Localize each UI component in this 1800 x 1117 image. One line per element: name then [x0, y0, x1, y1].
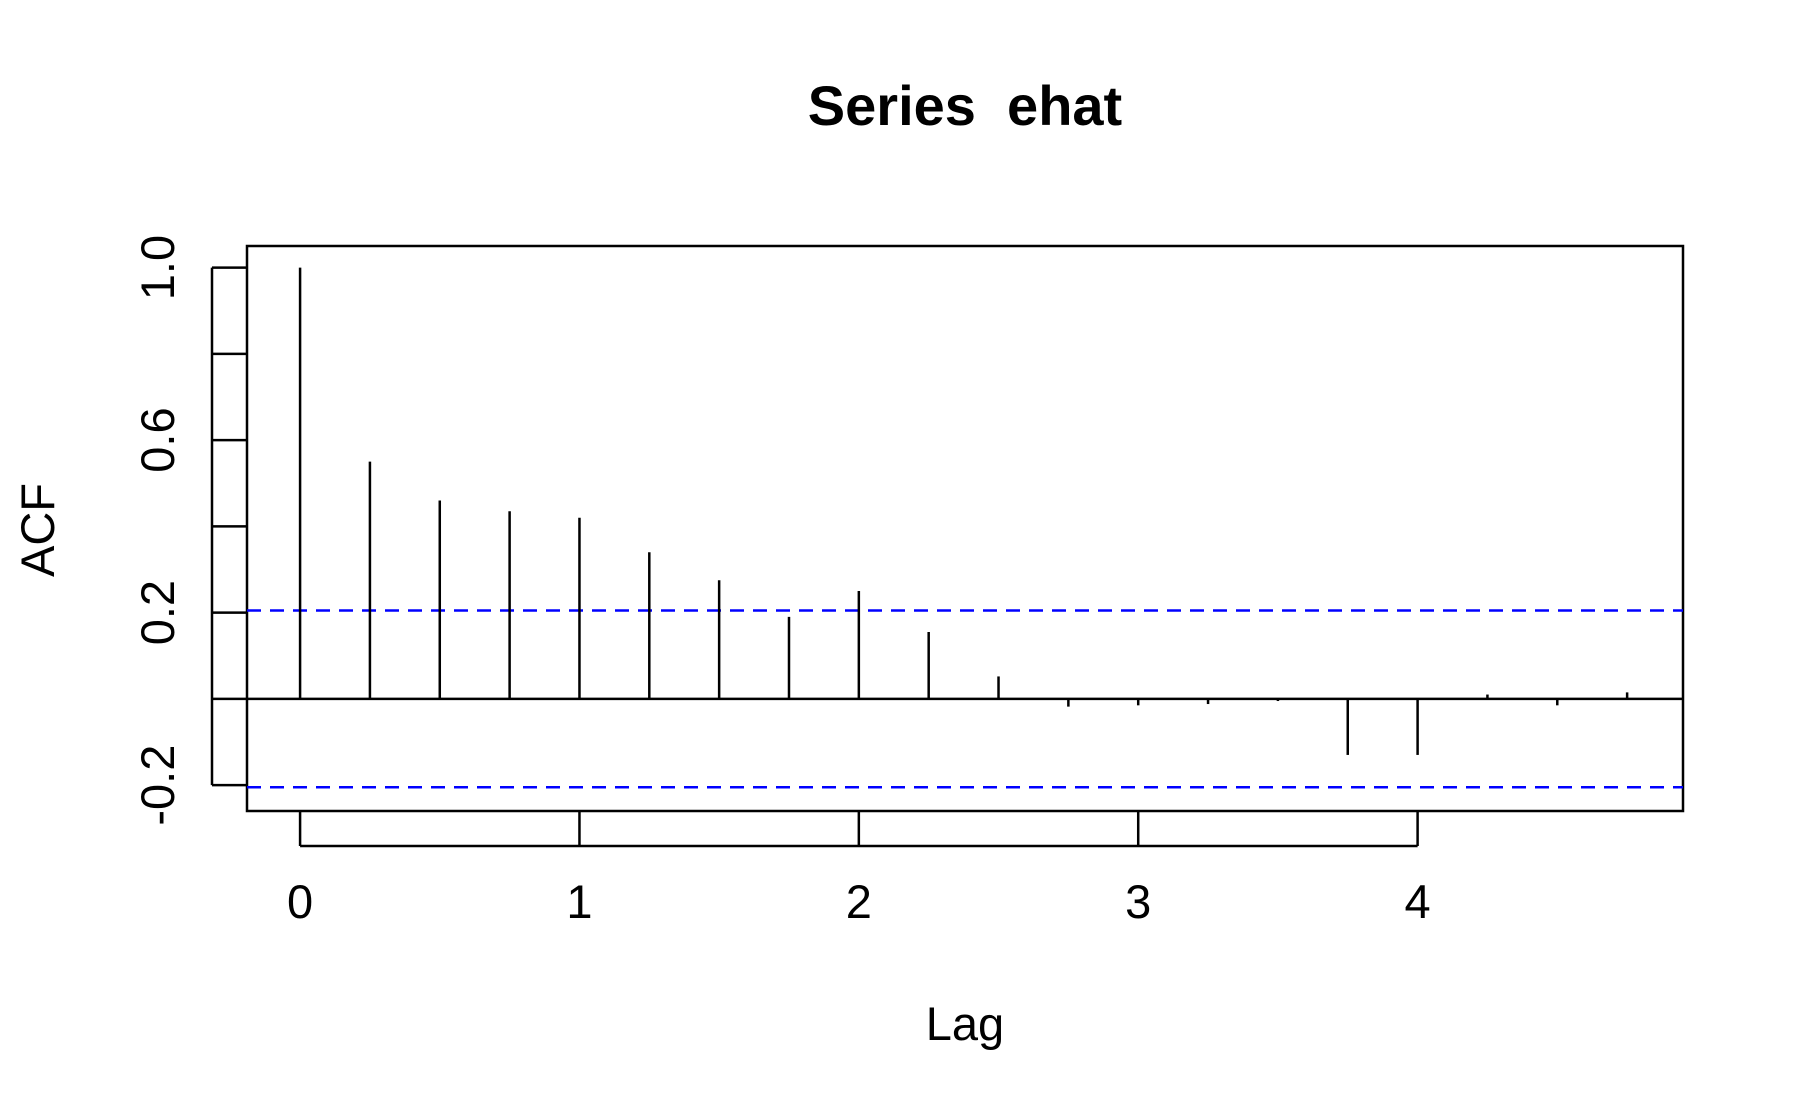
x-tick-label-4: 4	[1405, 875, 1431, 928]
y-tick-label-6: 1.0	[131, 235, 184, 300]
plot-frame	[245, 244, 1685, 813]
x-axis-label: Lag	[926, 997, 1004, 1050]
x-tick-label-3: 3	[1125, 875, 1151, 928]
y-tick-label-2: 0.2	[131, 580, 184, 645]
x-tick-label-1: 1	[566, 875, 592, 928]
x-tick-label-0: 0	[287, 875, 313, 928]
x-tick-label-2: 2	[846, 875, 872, 928]
y-tick-label-0: -0.2	[131, 745, 184, 826]
chart-marks: 0 1 2 3 4 -0.2 0.2 0.6 1.0	[131, 235, 1683, 928]
y-tick-label-4: 0.6	[131, 407, 184, 472]
y-axis-label: ACF	[11, 483, 64, 577]
chart-title: Series ehat	[808, 74, 1122, 137]
